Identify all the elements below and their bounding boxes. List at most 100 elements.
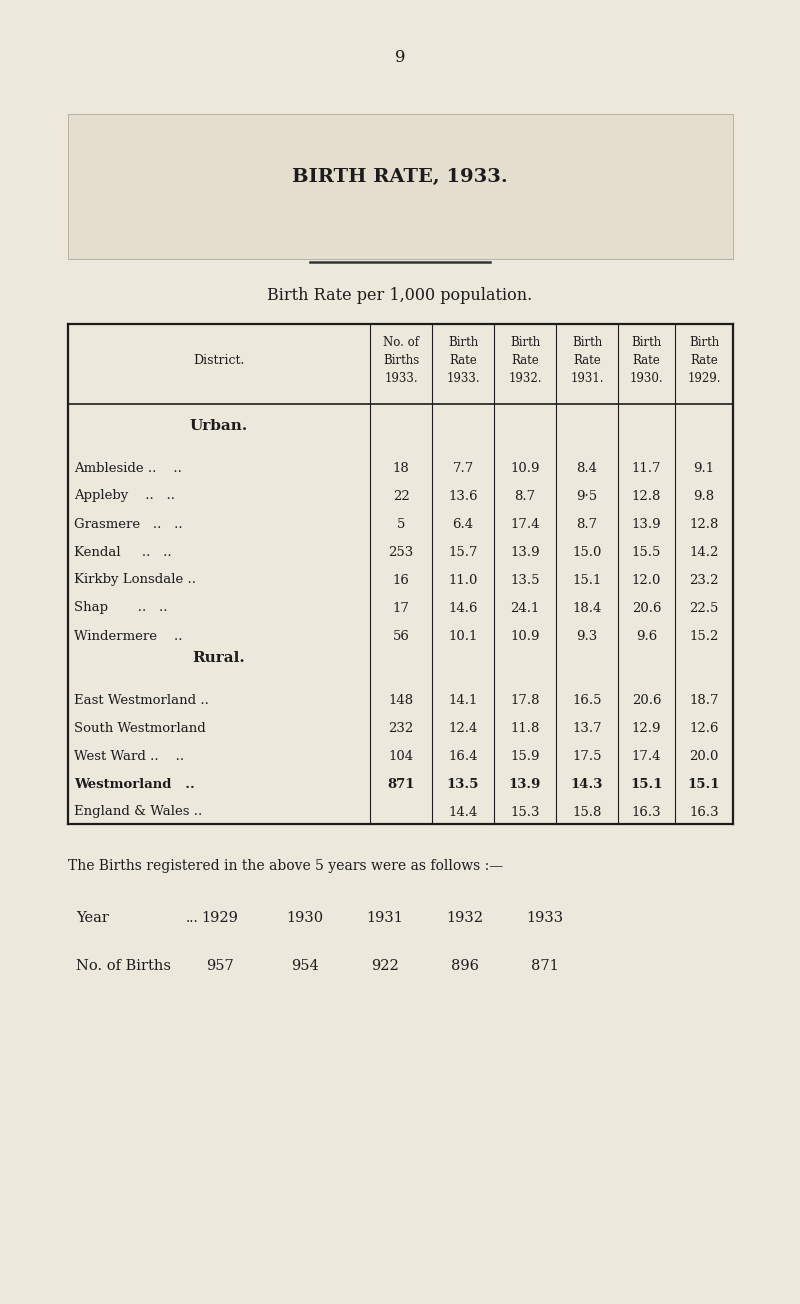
Text: East Westmorland ..: East Westmorland .. — [74, 694, 209, 707]
Text: 9.1: 9.1 — [694, 462, 714, 475]
Text: Year: Year — [76, 911, 109, 925]
Text: 922: 922 — [371, 958, 399, 973]
Text: Shap       ..   ..: Shap .. .. — [74, 601, 167, 614]
Text: 104: 104 — [389, 750, 414, 763]
Text: Birth
Rate
1932.: Birth Rate 1932. — [508, 335, 542, 385]
Text: 148: 148 — [389, 694, 414, 707]
Text: 957: 957 — [206, 958, 234, 973]
Text: 10.1: 10.1 — [448, 630, 478, 643]
Text: 1930: 1930 — [286, 911, 323, 925]
Text: Birth
Rate
1933.: Birth Rate 1933. — [446, 335, 480, 385]
Text: Birth
Rate
1931.: Birth Rate 1931. — [570, 335, 604, 385]
Text: 17.4: 17.4 — [510, 518, 540, 531]
Text: The Births registered in the above 5 years were as follows :—: The Births registered in the above 5 yea… — [68, 859, 503, 872]
Text: 8.7: 8.7 — [577, 518, 598, 531]
Text: Rural.: Rural. — [193, 651, 246, 665]
Text: 5: 5 — [397, 518, 405, 531]
Text: 12.4: 12.4 — [448, 721, 478, 734]
Text: South Westmorland: South Westmorland — [74, 721, 206, 734]
Text: 11.8: 11.8 — [510, 721, 540, 734]
Text: Windermere    ..: Windermere .. — [74, 630, 182, 643]
Text: 13.9: 13.9 — [632, 518, 662, 531]
Text: 1933: 1933 — [526, 911, 563, 925]
Text: 16: 16 — [393, 574, 410, 587]
Text: 16.4: 16.4 — [448, 750, 478, 763]
Text: 13.6: 13.6 — [448, 489, 478, 502]
Text: 22.5: 22.5 — [690, 601, 718, 614]
Text: 56: 56 — [393, 630, 410, 643]
Text: ...: ... — [186, 911, 198, 925]
Text: Kendal     ..   ..: Kendal .. .. — [74, 545, 172, 558]
Text: 9.3: 9.3 — [576, 630, 598, 643]
Text: 1929: 1929 — [202, 911, 238, 925]
Text: 14.1: 14.1 — [448, 694, 478, 707]
Text: 14.2: 14.2 — [690, 545, 718, 558]
Text: No. of Births: No. of Births — [76, 958, 171, 973]
Text: 14.4: 14.4 — [448, 806, 478, 819]
Text: 15.0: 15.0 — [572, 545, 602, 558]
Text: 15.1: 15.1 — [630, 777, 662, 790]
Text: 20.0: 20.0 — [690, 750, 718, 763]
Text: 253: 253 — [388, 545, 414, 558]
Text: Urban.: Urban. — [190, 419, 248, 433]
Text: Birth Rate per 1,000 population.: Birth Rate per 1,000 population. — [267, 287, 533, 305]
Text: 12.9: 12.9 — [632, 721, 662, 734]
Text: 22: 22 — [393, 489, 410, 502]
Text: 7.7: 7.7 — [452, 462, 474, 475]
Text: 871: 871 — [387, 777, 414, 790]
Text: 18.7: 18.7 — [690, 694, 718, 707]
Text: 1931: 1931 — [366, 911, 403, 925]
Text: 17: 17 — [393, 601, 410, 614]
Text: England & Wales ..: England & Wales .. — [74, 806, 202, 819]
Text: 18: 18 — [393, 462, 410, 475]
Text: 15.3: 15.3 — [510, 806, 540, 819]
Text: 8.4: 8.4 — [577, 462, 598, 475]
Text: 13.9: 13.9 — [509, 777, 541, 790]
Text: Grasmere   ..   ..: Grasmere .. .. — [74, 518, 182, 531]
Text: 12.6: 12.6 — [690, 721, 718, 734]
Text: 20.6: 20.6 — [632, 601, 662, 614]
Text: 9.6: 9.6 — [636, 630, 657, 643]
Text: 16.3: 16.3 — [632, 806, 662, 819]
Text: 16.5: 16.5 — [572, 694, 602, 707]
Text: 232: 232 — [388, 721, 414, 734]
Text: West Ward ..    ..: West Ward .. .. — [74, 750, 184, 763]
Text: 16.3: 16.3 — [689, 806, 719, 819]
Text: 12.8: 12.8 — [690, 518, 718, 531]
Text: 14.6: 14.6 — [448, 601, 478, 614]
Text: 15.5: 15.5 — [632, 545, 661, 558]
Text: 13.7: 13.7 — [572, 721, 602, 734]
Text: 17.8: 17.8 — [510, 694, 540, 707]
Text: 11.7: 11.7 — [632, 462, 662, 475]
Text: 871: 871 — [531, 958, 559, 973]
Text: 24.1: 24.1 — [510, 601, 540, 614]
Text: No. of
Births
1933.: No. of Births 1933. — [383, 335, 419, 385]
Text: 15.8: 15.8 — [572, 806, 602, 819]
Text: 15.2: 15.2 — [690, 630, 718, 643]
Text: Ambleside ..    ..: Ambleside .. .. — [74, 462, 182, 475]
Text: 15.1: 15.1 — [572, 574, 602, 587]
Text: 13.5: 13.5 — [510, 574, 540, 587]
Text: 17.5: 17.5 — [572, 750, 602, 763]
Text: 10.9: 10.9 — [510, 630, 540, 643]
Text: 954: 954 — [291, 958, 319, 973]
Text: 13.9: 13.9 — [510, 545, 540, 558]
Text: Westmorland   ..: Westmorland .. — [74, 777, 194, 790]
Text: Kirkby Lonsdale ..: Kirkby Lonsdale .. — [74, 574, 196, 587]
Bar — [68, 113, 733, 259]
Text: 9: 9 — [394, 50, 406, 67]
Text: 9.8: 9.8 — [694, 489, 714, 502]
Text: 14.3: 14.3 — [571, 777, 603, 790]
Text: 15.1: 15.1 — [688, 777, 720, 790]
Text: Appleby    ..   ..: Appleby .. .. — [74, 489, 175, 502]
Text: 9·5: 9·5 — [577, 489, 598, 502]
Text: 15.7: 15.7 — [448, 545, 478, 558]
Text: 6.4: 6.4 — [453, 518, 474, 531]
Text: 1932: 1932 — [446, 911, 483, 925]
Text: BIRTH RATE, 1933.: BIRTH RATE, 1933. — [292, 168, 508, 186]
Text: 18.4: 18.4 — [572, 601, 602, 614]
Text: 12.0: 12.0 — [632, 574, 661, 587]
Text: 17.4: 17.4 — [632, 750, 662, 763]
Text: 15.9: 15.9 — [510, 750, 540, 763]
Text: 20.6: 20.6 — [632, 694, 662, 707]
